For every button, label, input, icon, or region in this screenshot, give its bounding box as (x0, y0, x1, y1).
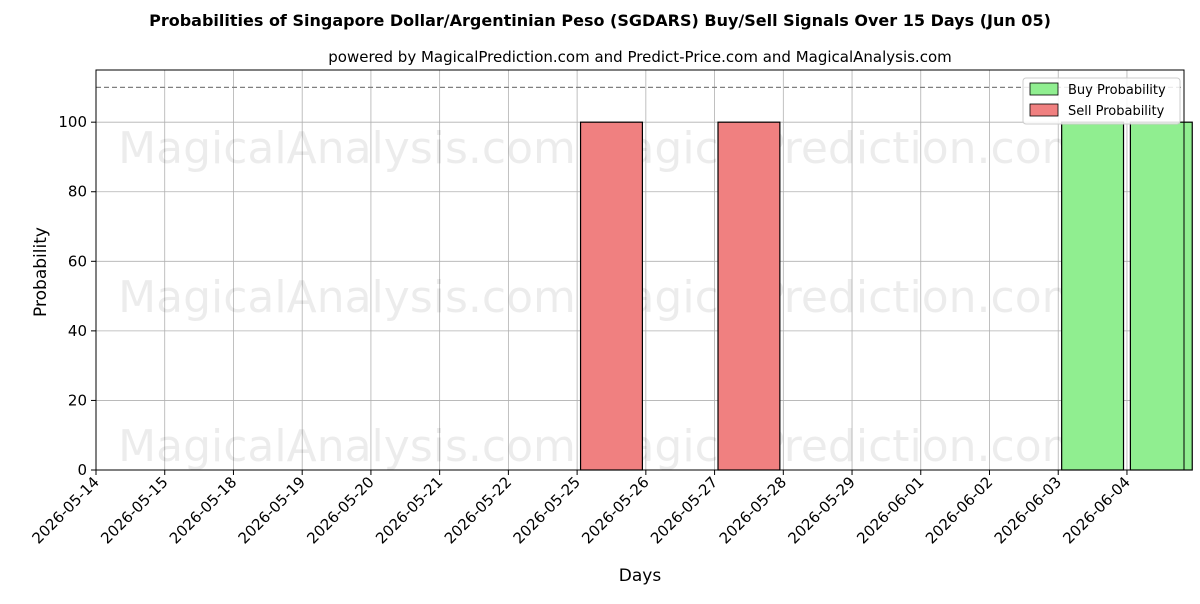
watermark-text: MagicalAnalysis.com (118, 272, 576, 323)
x-tick-label: 2026-06-01 (853, 473, 927, 547)
legend-swatch-buy (1029, 82, 1059, 96)
x-tick-label: 2026-05-26 (578, 473, 652, 547)
x-tick-label: 2026-05-27 (647, 473, 721, 547)
sell-bar (717, 121, 781, 471)
x-tick-label: 2026-05-14 (28, 473, 102, 547)
sell-bar (579, 121, 644, 471)
y-tick-label: 100 (58, 113, 87, 131)
watermark-text: MagicalPrediction.com (590, 272, 1085, 323)
x-tick-label: 2026-05-18 (166, 473, 240, 547)
x-tick-label: 2026-05-15 (97, 473, 171, 547)
chart-subtitle: powered by MagicalPrediction.com and Pre… (328, 48, 952, 66)
legend-label-sell: Sell Probability (1068, 104, 1165, 119)
y-axis-label: Probability (31, 227, 51, 317)
bars (579, 121, 1193, 471)
y-tick-label: 60 (68, 252, 87, 270)
x-tick-label: 2026-06-03 (991, 473, 1065, 547)
x-tick-label: 2026-05-21 (372, 473, 446, 547)
x-tick-label: 2026-06-04 (1059, 473, 1133, 547)
x-tick-label: 2026-05-19 (235, 473, 309, 547)
legend-label-buy: Buy Probability (1068, 83, 1166, 98)
y-tick-label: 0 (77, 461, 87, 479)
chart-title: Probabilities of Singapore Dollar/Argent… (149, 11, 1051, 30)
watermark-text: MagicalAnalysis.com (118, 123, 576, 174)
y-tick-label: 80 (68, 183, 87, 201)
x-axis-label: Days (619, 566, 662, 586)
plot-frame (95, 69, 1185, 471)
y-tick-label: 40 (68, 322, 87, 340)
legend: Buy Probability Sell Probability (1022, 77, 1181, 125)
legend-frame (1022, 77, 1181, 125)
buy-bar (1061, 121, 1125, 471)
x-tick-label: 2026-05-25 (510, 473, 584, 547)
x-tick-label: 2026-05-22 (441, 473, 515, 547)
buy-bar (1129, 121, 1193, 471)
y-tick-label: 20 (68, 391, 87, 409)
x-tick-label: 2026-05-28 (716, 473, 790, 547)
x-tick-label: 2026-05-20 (303, 473, 377, 547)
legend-swatch-sell (1029, 103, 1059, 117)
watermark-layer: MagicalAnalysis.com MagicalPrediction.co… (118, 123, 1084, 472)
x-tick-label: 2026-05-29 (784, 473, 858, 547)
watermark-text: MagicalPrediction.com (590, 123, 1085, 174)
watermark-text: MagicalPrediction.com (590, 421, 1085, 472)
watermark-text: MagicalAnalysis.com (118, 421, 576, 472)
x-axis-ticks: 2026-05-142026-05-152026-05-182026-05-19… (28, 470, 1134, 547)
x-tick-label: 2026-06-02 (922, 473, 996, 547)
y-axis-ticks: 0 20 40 60 80 100 (58, 113, 96, 479)
